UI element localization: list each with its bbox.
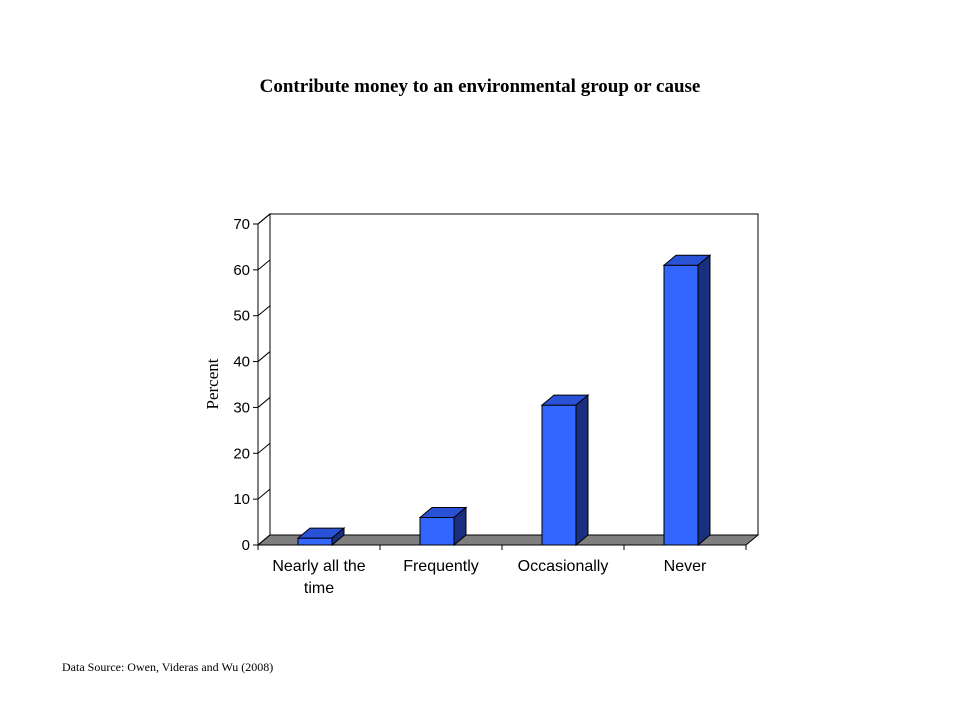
bar (662, 254, 712, 547)
y-tick-depth (257, 213, 271, 225)
x-category-label: Occasionally (518, 558, 609, 575)
y-tick-depth (257, 534, 271, 546)
x-axis: Nearly all the time Frequently Occasionally… (257, 544, 747, 597)
bar-side (575, 394, 589, 547)
y-tick-label: 60 (233, 262, 250, 279)
y-axis: 0 10 20 30 40 50 60 70 (233, 213, 271, 554)
x-category-label: Frequently (403, 558, 479, 575)
y-tick-depth (257, 442, 271, 454)
y-tick-label: 20 (233, 445, 250, 462)
y-tick-label: 0 (242, 537, 250, 554)
y-tick-label: 50 (233, 308, 250, 325)
y-tick-depth (257, 305, 271, 317)
bar-front (663, 264, 699, 546)
bar-side (453, 506, 467, 547)
chart-title: Contribute money to an environmental gro… (259, 76, 701, 97)
bar-front (297, 537, 333, 546)
plot-frame (257, 212, 759, 547)
bar (296, 527, 346, 547)
y-tick-depth (257, 397, 271, 408)
bar (540, 394, 590, 547)
y-tick-label: 40 (233, 354, 250, 371)
y-tick-label: 10 (233, 491, 250, 508)
bar-side (331, 527, 345, 547)
bars (296, 254, 712, 547)
plot-side-wall (257, 212, 271, 547)
y-axis-label: Percent (203, 358, 222, 409)
x-category-label: Never (664, 558, 707, 575)
y-tick-depth (257, 259, 271, 271)
data-source-note: Data Source: Owen, Videras and Wu (2008) (62, 660, 274, 674)
x-category-label: time (304, 580, 334, 597)
y-tick-label: 70 (233, 216, 250, 233)
x-category-label: Nearly all the (272, 558, 365, 575)
bar-side (697, 254, 711, 547)
y-tick-depth (257, 488, 271, 500)
bar (418, 506, 468, 547)
y-tick-depth (257, 351, 271, 362)
bar-front (541, 404, 577, 546)
y-tick-label: 30 (233, 399, 250, 416)
bar-front (419, 516, 455, 546)
